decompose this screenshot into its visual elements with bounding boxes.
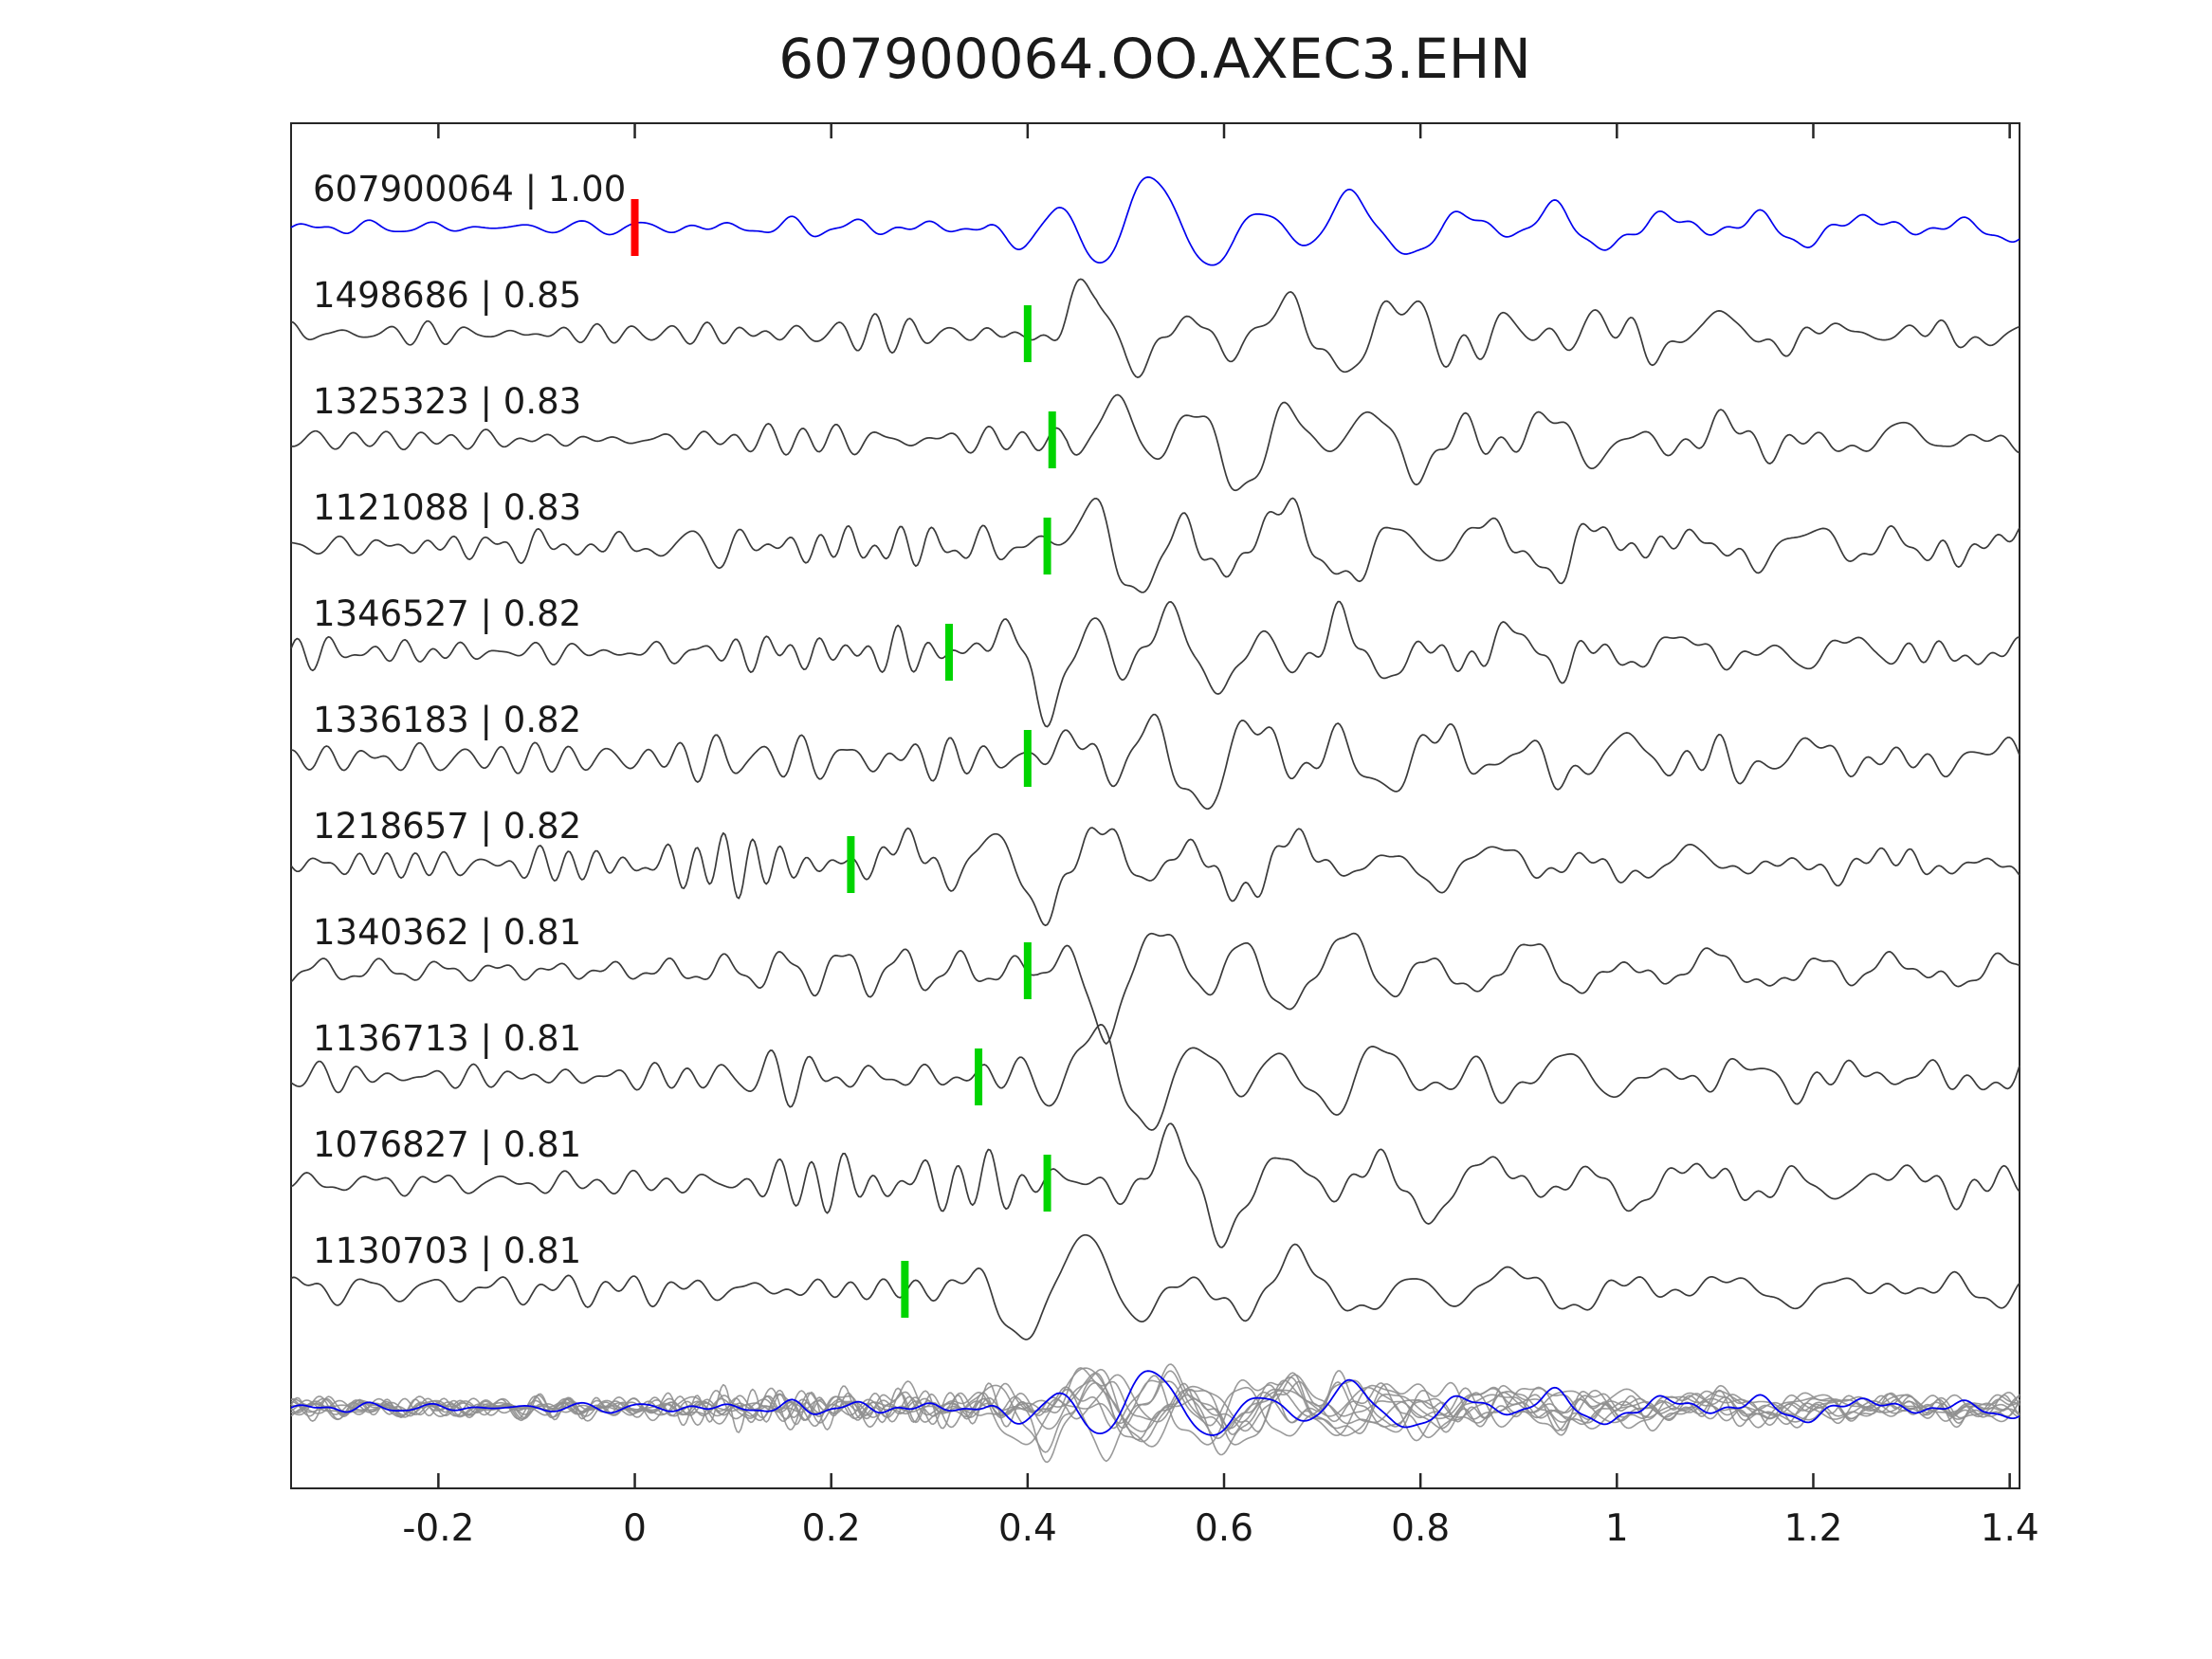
overlay-trace-1325323 [290,1374,2020,1446]
trace-label-1336183: 1336183 | 0.82 [313,700,581,740]
plot-area: -0.2 0 0.2 0.4 0.6 0.8 1 1.2 1.4 607900064 | 1.00… [290,122,2039,1550]
trace-label-1340362: 1340362 | 0.81 [313,912,581,953]
plot-border [290,122,2020,1489]
trace-path-1498686 [290,278,2020,378]
trace-path-1325323 [290,393,2020,492]
trace-label-1136713: 1136713 | 0.81 [313,1018,581,1059]
trace-label-1130703: 1130703 | 0.81 [313,1231,581,1271]
trace-path-607900064 [290,176,2020,266]
chart-title: 607900064.OO.AXEC3.EHN [778,27,1530,91]
trace-label-1346527: 1346527 | 0.82 [313,593,581,634]
x-tick-label: 0.2 [802,1507,861,1550]
trace-path-1346527 [290,600,2020,728]
trace-label-1325323: 1325323 | 0.83 [313,381,581,422]
trace-path-1136713 [290,1024,2020,1131]
trace-label-1076827: 1076827 | 0.81 [313,1124,581,1165]
x-tick-label: 0 [623,1507,647,1550]
x-tick-label: 1.4 [1981,1507,2039,1550]
overlay-trace-1218657 [290,1379,2020,1453]
trace-label-1498686: 1498686 | 0.85 [313,275,581,316]
x-tick-label: 0.8 [1391,1507,1450,1550]
trace-path-1121088 [290,497,2020,593]
trace-path-1336183 [290,713,2020,811]
x-tick-label: 0.6 [1195,1507,1253,1550]
overlay-reference-trace [290,1370,2020,1436]
trace-label-607900064: 607900064 | 1.00 [313,169,626,210]
x-tick-label: 1 [1605,1507,1629,1550]
trace-label-1121088: 1121088 | 0.83 [313,487,581,528]
trace-path-1076827 [290,1122,2020,1249]
overlay-trace-1130703 [290,1367,2020,1446]
trace-label-1218657: 1218657 | 0.82 [313,806,581,847]
trace-path-1130703 [290,1233,2020,1340]
x-tick-label: 0.4 [998,1507,1057,1550]
trace-path-1340362 [290,932,2020,1045]
x-tick-label: -0.2 [402,1507,474,1550]
trace-path-1218657 [290,827,2020,927]
x-tick-label: 1.2 [1783,1507,1842,1550]
